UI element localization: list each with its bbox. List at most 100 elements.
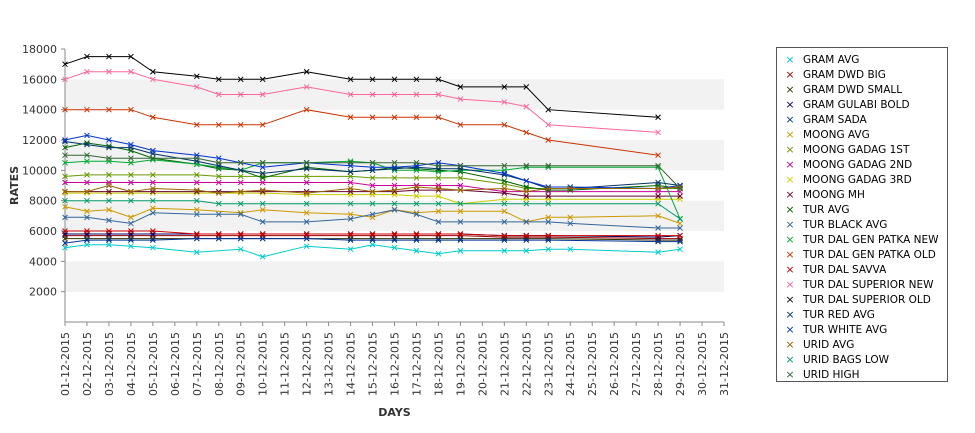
data-point (677, 238, 683, 245)
data-point (655, 185, 661, 192)
data-point (259, 206, 266, 213)
data-point (259, 231, 266, 237)
legend-label: MOONG GADAG 1ST (803, 144, 910, 156)
data-point (655, 225, 661, 231)
grid-band (65, 261, 724, 292)
data-point (62, 152, 68, 159)
data-point (655, 232, 661, 239)
data-point (215, 211, 222, 218)
data-point (413, 211, 420, 218)
legend-item: × TUR DAL SUPERIOR NEW (783, 277, 933, 292)
data-point (84, 208, 90, 215)
data-point (391, 187, 398, 193)
legend-label: TUR DAL SAVVA (803, 264, 887, 276)
data-point (106, 106, 112, 113)
data-point (347, 91, 354, 98)
x-tick-label: 31-12-2015 (718, 332, 731, 396)
data-point (84, 68, 90, 75)
legend-label: MOONG GADAG 2ND (803, 159, 913, 171)
data-point (435, 162, 442, 169)
data-point (303, 243, 310, 250)
series-line (65, 109, 659, 156)
data-point (545, 237, 552, 243)
data-point (259, 175, 266, 181)
data-point (215, 91, 222, 98)
legend-item: × MOONG AVG (783, 127, 869, 142)
data-point (237, 121, 244, 128)
data-point (347, 211, 354, 218)
data-point (501, 219, 508, 225)
legend-marker: × (785, 188, 795, 201)
x-tick-label: 06-12-2015 (169, 332, 182, 396)
data-point (369, 188, 376, 195)
data-point (369, 182, 376, 189)
data-point (106, 137, 112, 143)
data-point (347, 231, 354, 237)
y-tick-label: 4000 (29, 255, 57, 268)
data-point (655, 212, 661, 219)
legend-marker: × (785, 218, 795, 231)
data-point (84, 179, 90, 186)
legend-marker: × (785, 233, 795, 246)
legend-label: TUR DAL SUPERIOR OLD (803, 294, 931, 306)
data-point (237, 179, 244, 186)
data-point (457, 231, 464, 237)
data-point (435, 114, 442, 121)
data-point (501, 237, 508, 243)
data-point (106, 188, 112, 195)
data-point (457, 219, 464, 225)
chart-legend: × GRAM AVG × GRAM DWD BIG × GRAM DWD SMALL × GR… (776, 47, 948, 382)
legend-marker: × (785, 173, 795, 186)
data-point (457, 84, 464, 90)
data-point (150, 197, 156, 204)
y-tick-label: 10000 (22, 164, 57, 177)
data-point (567, 185, 574, 192)
data-point (259, 219, 266, 225)
data-point (150, 172, 156, 178)
data-point (435, 231, 442, 237)
data-point (347, 216, 354, 222)
data-point (369, 211, 376, 218)
data-point (567, 220, 574, 227)
data-point (545, 246, 552, 253)
x-tick-label: 01-12-2015 (59, 332, 72, 396)
data-point (413, 91, 420, 98)
data-point (106, 172, 112, 178)
legend-item: × MOONG GADAG 3RD (783, 172, 911, 187)
data-point (413, 200, 420, 207)
data-point (62, 137, 68, 143)
data-point (457, 175, 464, 181)
data-point (259, 91, 266, 98)
data-point (106, 241, 112, 248)
legend-label: GRAM DWD BIG (803, 69, 886, 81)
data-point (193, 231, 200, 237)
x-tick-label: 30-12-2015 (696, 332, 709, 396)
data-point (237, 91, 244, 98)
data-point (457, 121, 464, 128)
data-point (62, 240, 68, 246)
x-tick-label: 17-12-2015 (410, 332, 423, 396)
data-point (106, 155, 112, 162)
data-point (391, 206, 398, 213)
data-point (128, 159, 134, 166)
data-point (567, 246, 574, 253)
series-line (64, 141, 681, 189)
data-point (106, 144, 112, 151)
legend-marker: × (785, 323, 795, 336)
data-point (215, 155, 222, 162)
data-point (237, 231, 244, 237)
x-tick-label: 03-12-2015 (103, 332, 116, 396)
x-axis-label: DAYS (378, 406, 411, 419)
data-point (347, 200, 354, 207)
data-point (128, 220, 134, 227)
legend-item: × URID HIGH (783, 367, 859, 382)
data-point (369, 241, 376, 248)
data-point (545, 106, 552, 113)
data-point (62, 61, 68, 68)
data-point (303, 68, 310, 75)
data-point (391, 159, 398, 166)
data-point (62, 214, 68, 221)
data-point (237, 173, 244, 180)
data-point (62, 179, 68, 186)
data-point (259, 235, 266, 242)
